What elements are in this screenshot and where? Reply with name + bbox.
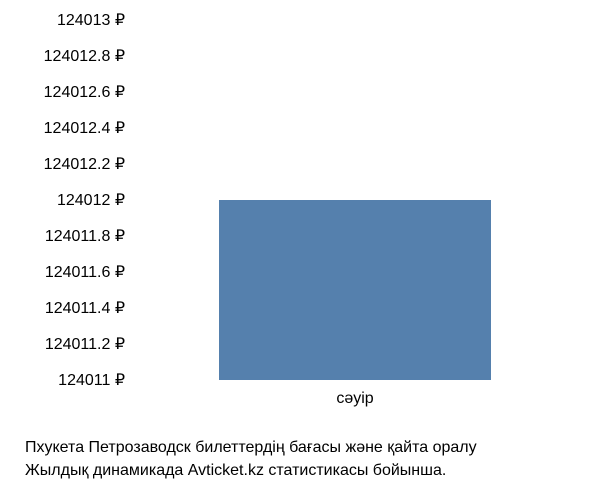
y-tick-label: 124012 ₽ — [0, 190, 125, 210]
y-tick-label: 124013 ₽ — [0, 10, 125, 30]
y-tick-label: 124011.4 ₽ — [0, 298, 125, 318]
chart-caption: Пхукета Петрозаводск билеттердің бағасы … — [25, 437, 477, 482]
caption-line-2: Жылдық динамикада Avticket.kz статистика… — [25, 460, 477, 482]
x-tick-label: сәуір — [336, 390, 373, 408]
y-tick-label: 124011.2 ₽ — [0, 334, 125, 354]
y-tick-label: 124012.6 ₽ — [0, 82, 125, 102]
bar — [219, 200, 492, 380]
y-tick-label: 124012.4 ₽ — [0, 118, 125, 138]
y-tick-label: 124011.8 ₽ — [0, 226, 125, 246]
y-axis: 124013 ₽124012.8 ₽124012.6 ₽124012.4 ₽12… — [0, 20, 135, 380]
y-tick-label: 124012.8 ₽ — [0, 46, 125, 66]
caption-line-1: Пхукета Петрозаводск билеттердің бағасы … — [25, 437, 477, 459]
y-tick-label: 124011.6 ₽ — [0, 262, 125, 282]
y-tick-label: 124011 ₽ — [0, 370, 125, 390]
y-tick-label: 124012.2 ₽ — [0, 154, 125, 174]
chart-container: 124013 ₽ 124012.8 ₽ 124012.6 ₽ 124012.4 ₽ 12… — [0, 0, 600, 420]
plot-area: сәуір — [135, 20, 575, 380]
